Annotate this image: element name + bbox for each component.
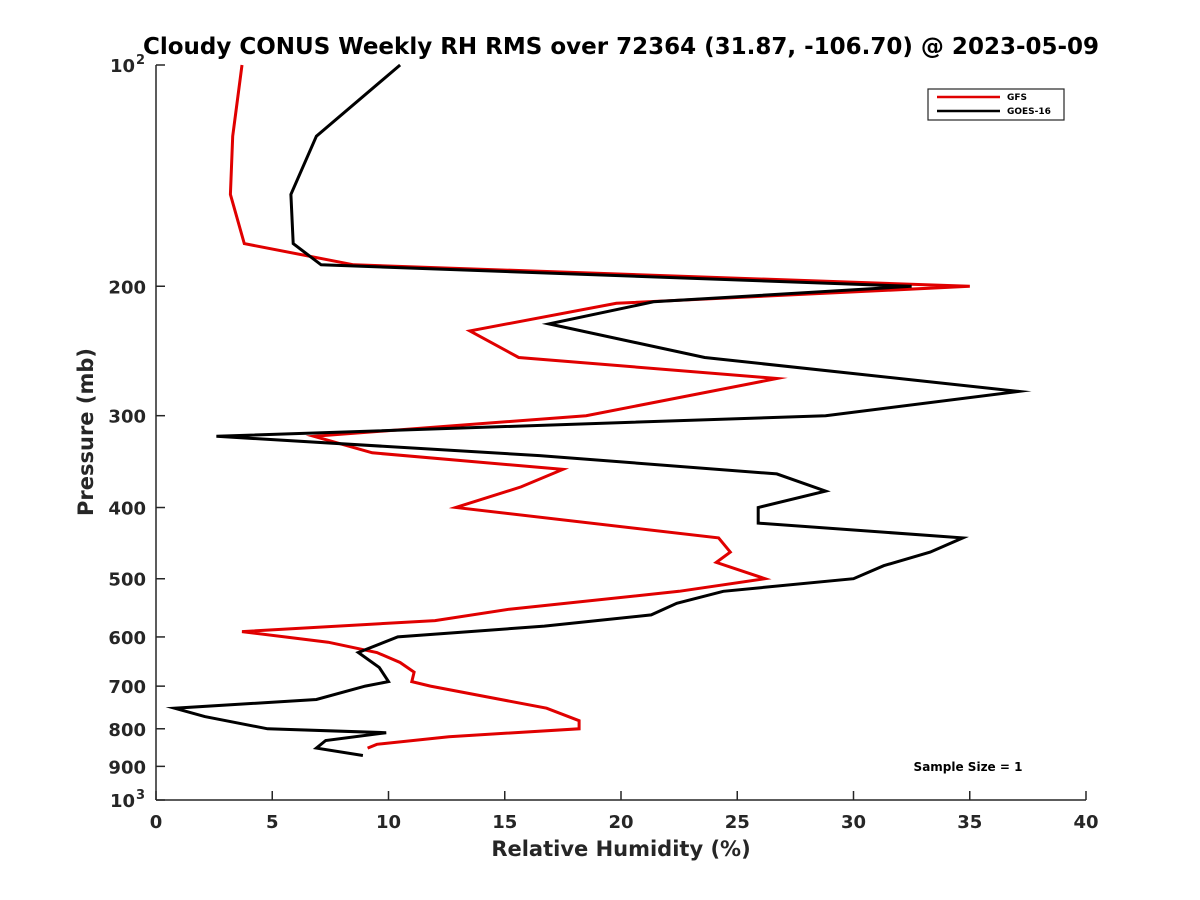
y-tick-label: 300	[108, 407, 146, 428]
y-tick-label: 500	[108, 570, 146, 591]
x-ticks: 0 5 10 15 20 25 30 35 40	[150, 791, 1099, 833]
y-tick-label: 800	[108, 720, 146, 741]
legend: GFS GOES-16	[927, 88, 1065, 121]
x-tick-label: 5	[266, 812, 279, 833]
legend-box	[927, 88, 1065, 121]
y-tick-exponent: 3	[136, 788, 145, 803]
series-layer	[165, 63, 1032, 757]
y-tick-exponent: 2	[136, 53, 145, 68]
y-tick-label: 200	[108, 277, 146, 298]
x-tick-label: 40	[1073, 812, 1098, 833]
y-tick-label: 700	[108, 677, 146, 698]
series-line-gfs	[228, 64, 970, 750]
y-tick-label: 900	[108, 757, 146, 778]
y-axis-label: Pressure (mb)	[74, 348, 98, 516]
y-tick-label: 10	[110, 791, 135, 812]
y-tick-label: 400	[108, 499, 146, 520]
x-tick-label: 30	[841, 812, 866, 833]
x-tick-label: 20	[608, 812, 633, 833]
x-tick-label: 10	[376, 812, 401, 833]
y-tick-label: 10	[110, 56, 135, 77]
x-tick-label: 0	[150, 812, 163, 833]
x-tick-label: 25	[725, 812, 750, 833]
y-tick-label: 600	[108, 628, 146, 649]
series-line-goes16	[165, 63, 1032, 757]
x-tick-label: 15	[492, 812, 517, 833]
legend-label-gfs: GFS	[1007, 93, 1027, 103]
x-axis-label: Relative Humidity (%)	[491, 837, 750, 861]
legend-label-goes16: GOES-16	[1007, 107, 1051, 117]
chart-title: Cloudy CONUS Weekly RH RMS over 72364 (3…	[143, 34, 1099, 60]
x-tick-label: 35	[957, 812, 982, 833]
sample-size-annotation: Sample Size = 1	[914, 760, 1023, 774]
